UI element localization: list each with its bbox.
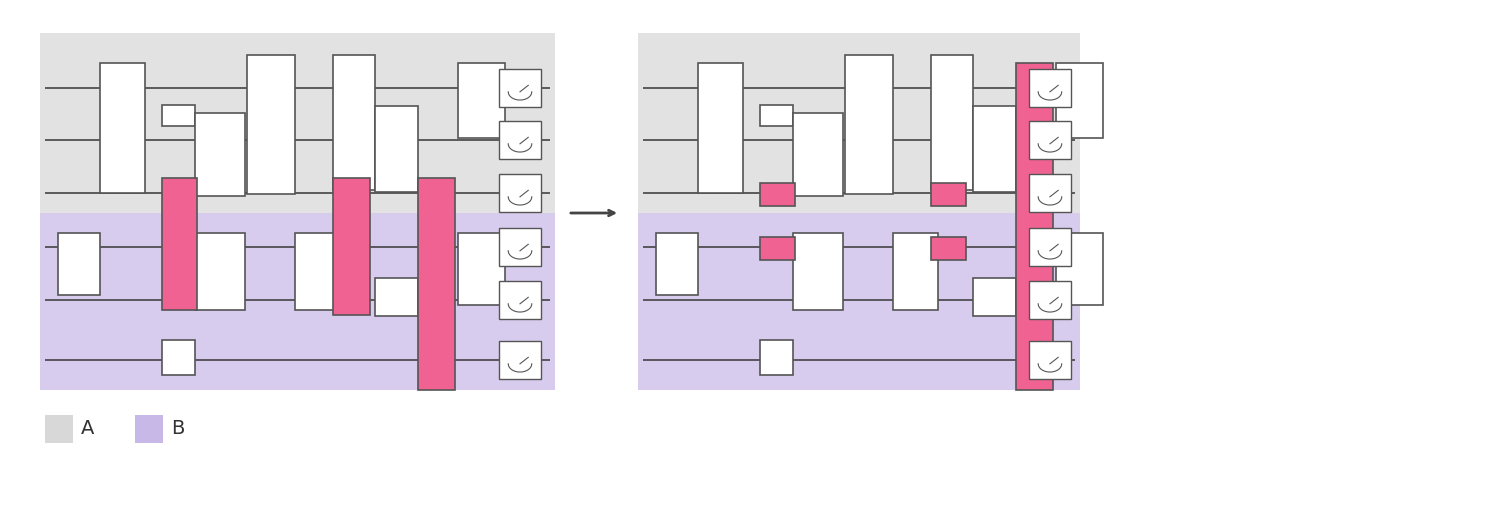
Bar	[162, 105, 195, 126]
Bar	[100, 63, 146, 193]
Bar	[974, 106, 1016, 192]
Bar	[162, 340, 195, 375]
Bar	[760, 105, 794, 126]
Bar	[458, 233, 506, 305]
Bar	[974, 278, 1016, 316]
Bar	[500, 341, 542, 379]
Bar	[500, 174, 542, 212]
Bar	[45, 415, 74, 443]
Bar	[333, 178, 370, 315]
Bar	[135, 415, 164, 443]
Bar	[1029, 121, 1071, 159]
Bar	[40, 33, 555, 213]
Bar	[638, 213, 1080, 390]
Bar	[1029, 228, 1071, 266]
Bar	[195, 233, 244, 310]
Bar	[698, 63, 742, 193]
Bar	[375, 106, 419, 192]
Bar	[419, 178, 454, 390]
Bar	[656, 233, 698, 295]
Bar	[162, 178, 196, 310]
Bar	[500, 228, 542, 266]
Bar	[1056, 233, 1102, 305]
Bar	[458, 63, 506, 138]
Bar	[500, 281, 542, 319]
Bar	[58, 233, 100, 295]
Text: A: A	[81, 419, 94, 438]
Bar	[760, 340, 794, 375]
Bar	[500, 69, 542, 107]
Bar	[1029, 281, 1071, 319]
Bar	[892, 233, 938, 310]
Bar	[1016, 63, 1053, 390]
Bar	[844, 55, 892, 194]
Bar	[794, 113, 843, 196]
Bar	[1029, 174, 1071, 212]
Bar	[333, 55, 375, 190]
Bar	[1029, 341, 1071, 379]
Bar	[1029, 69, 1071, 107]
Bar	[1056, 63, 1102, 138]
Bar	[638, 33, 1080, 213]
Bar	[500, 121, 542, 159]
Bar	[932, 183, 966, 206]
Bar	[40, 213, 555, 390]
Bar	[794, 233, 843, 310]
Bar	[760, 183, 795, 206]
Bar	[375, 278, 419, 316]
Bar	[932, 55, 974, 190]
Bar	[932, 237, 966, 260]
Bar	[296, 233, 340, 310]
Bar	[760, 237, 795, 260]
Text: B: B	[171, 419, 184, 438]
Bar	[248, 55, 296, 194]
Bar	[195, 113, 244, 196]
